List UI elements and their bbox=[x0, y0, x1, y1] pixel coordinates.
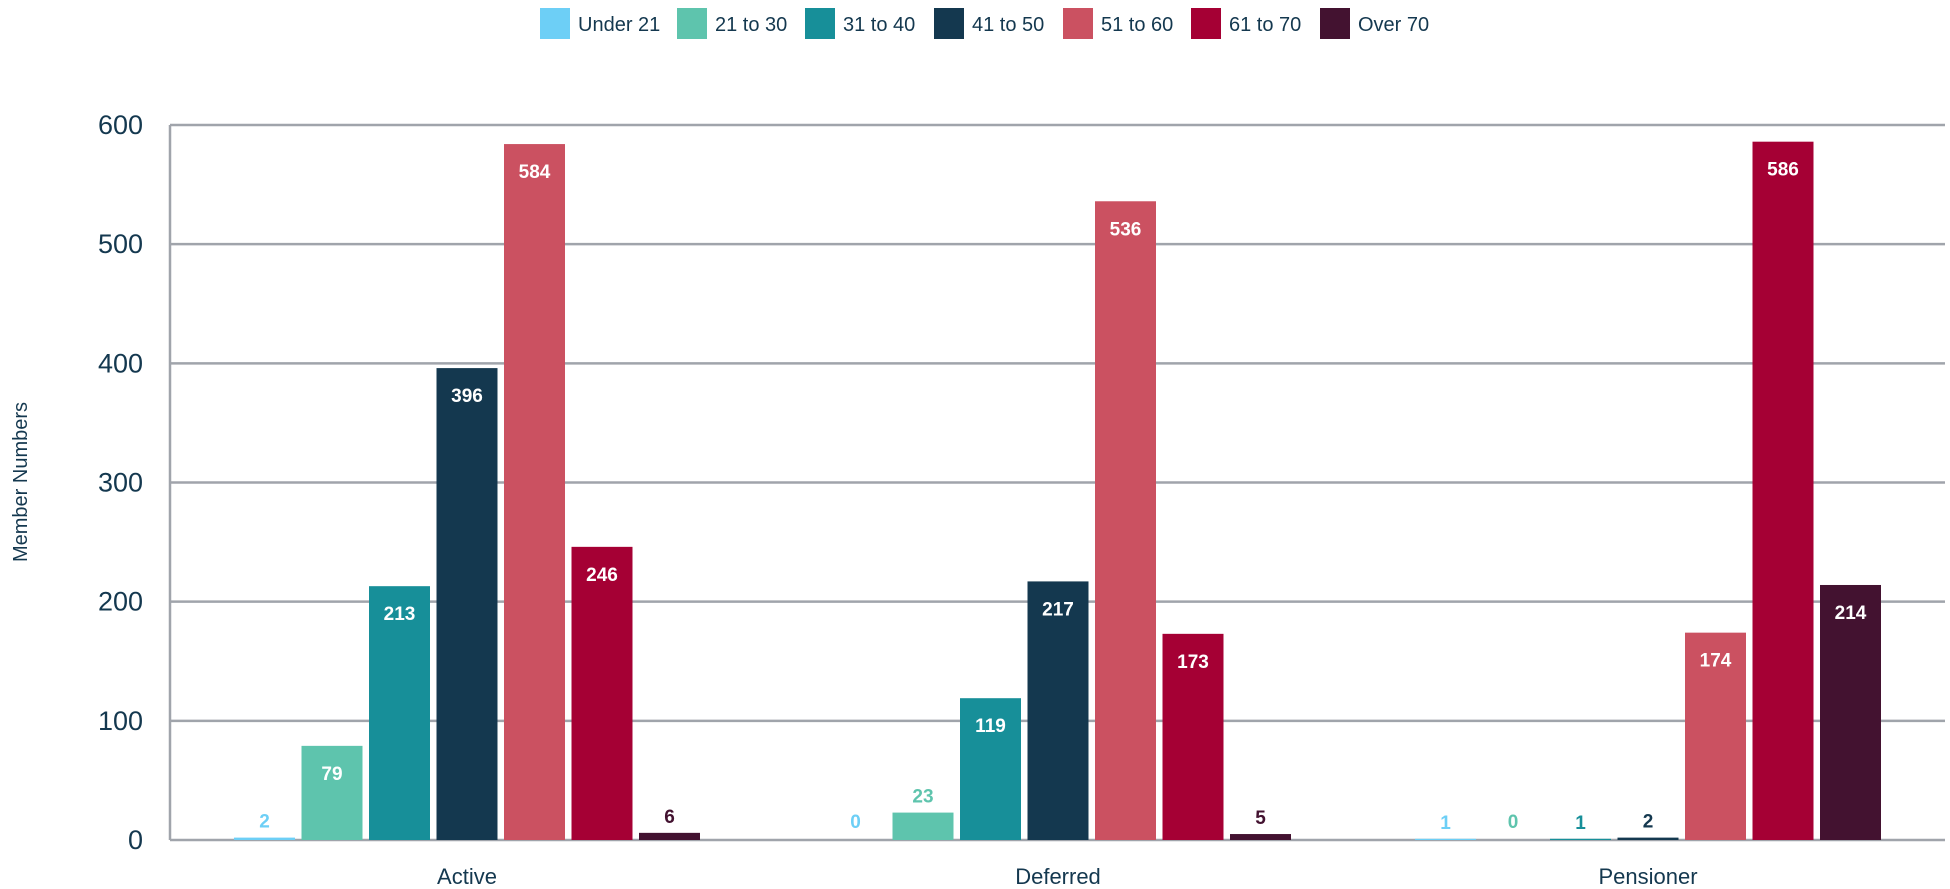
data-label: 536 bbox=[1110, 219, 1142, 240]
bar bbox=[1415, 838, 1476, 840]
data-label: 174 bbox=[1700, 651, 1732, 672]
data-label: 213 bbox=[384, 604, 416, 625]
y-axis-ticks: 0 100 200 300 400 500 600 bbox=[98, 110, 143, 855]
legend-swatch bbox=[934, 8, 964, 39]
bar bbox=[436, 368, 498, 840]
bar bbox=[639, 832, 700, 840]
legend-swatch bbox=[1063, 8, 1093, 39]
data-label: 6 bbox=[664, 807, 675, 828]
y-tick-label: 400 bbox=[98, 348, 143, 378]
bar bbox=[1162, 633, 1224, 840]
legend-swatch bbox=[805, 8, 835, 39]
x-category-label: Deferred bbox=[1015, 864, 1101, 889]
data-labels: 2 79 213 396 584 246 6 0 23 119 217 536 173 5 1 0 1 2 174 5… bbox=[259, 160, 1867, 834]
bar bbox=[1752, 141, 1814, 840]
x-category-label: Active bbox=[437, 864, 497, 889]
legend-swatch bbox=[1320, 8, 1350, 39]
bar bbox=[892, 812, 954, 840]
legend-label: 51 to 60 bbox=[1101, 14, 1173, 36]
data-label: 214 bbox=[1835, 603, 1867, 624]
data-label: 246 bbox=[586, 565, 618, 586]
bar bbox=[1550, 838, 1611, 840]
y-axis-label-group: Member Numbers bbox=[10, 402, 32, 562]
data-label: 586 bbox=[1767, 160, 1799, 181]
legend-label: Over 70 bbox=[1358, 14, 1429, 36]
bar bbox=[234, 837, 295, 840]
y-tick-label: 100 bbox=[98, 706, 143, 736]
legend-swatch bbox=[677, 8, 707, 39]
bar bbox=[1617, 837, 1679, 840]
bar bbox=[1685, 632, 1746, 840]
y-tick-label: 0 bbox=[128, 825, 143, 855]
legend-swatch bbox=[540, 8, 570, 39]
x-axis-categories: Active Deferred Pensioner bbox=[437, 864, 1698, 889]
bar bbox=[301, 745, 363, 840]
data-label: 584 bbox=[519, 162, 551, 183]
y-tick-label: 600 bbox=[98, 110, 143, 140]
chart-legend: Under 21 21 to 30 31 to 40 41 to 50 51 to 60… bbox=[540, 8, 1429, 39]
data-label: 2 bbox=[1643, 812, 1654, 833]
legend-label: 31 to 40 bbox=[843, 14, 915, 36]
data-label: 0 bbox=[1508, 812, 1519, 833]
bar bbox=[1027, 581, 1089, 840]
bar bbox=[960, 698, 1021, 840]
data-label: 396 bbox=[451, 386, 483, 407]
y-tick-label: 200 bbox=[98, 587, 143, 617]
data-label: 173 bbox=[1177, 652, 1209, 673]
bar bbox=[1095, 201, 1156, 840]
y-tick-label: 300 bbox=[98, 468, 143, 498]
y-tick-label: 500 bbox=[98, 229, 143, 259]
data-label: 119 bbox=[975, 716, 1006, 737]
data-label: 0 bbox=[850, 812, 861, 833]
legend-label: 21 to 30 bbox=[715, 14, 787, 36]
data-label: 79 bbox=[321, 764, 342, 785]
data-label: 23 bbox=[912, 787, 933, 808]
legend-swatch bbox=[1191, 8, 1221, 39]
data-label: 217 bbox=[1042, 599, 1074, 620]
bar bbox=[571, 546, 633, 840]
bars bbox=[234, 141, 1881, 841]
y-axis-label: Member Numbers bbox=[10, 402, 32, 562]
bar bbox=[504, 144, 565, 841]
bar bbox=[1820, 584, 1881, 840]
x-category-label: Pensioner bbox=[1598, 864, 1697, 889]
data-label: 1 bbox=[1440, 813, 1451, 834]
data-label: 2 bbox=[259, 812, 270, 833]
legend-label: 61 to 70 bbox=[1229, 14, 1301, 36]
legend-label: Under 21 bbox=[578, 14, 660, 36]
bar bbox=[369, 586, 430, 840]
data-label: 1 bbox=[1575, 813, 1586, 834]
legend-label: 41 to 50 bbox=[972, 14, 1044, 36]
bar bbox=[1230, 834, 1291, 840]
data-label: 5 bbox=[1255, 808, 1266, 829]
